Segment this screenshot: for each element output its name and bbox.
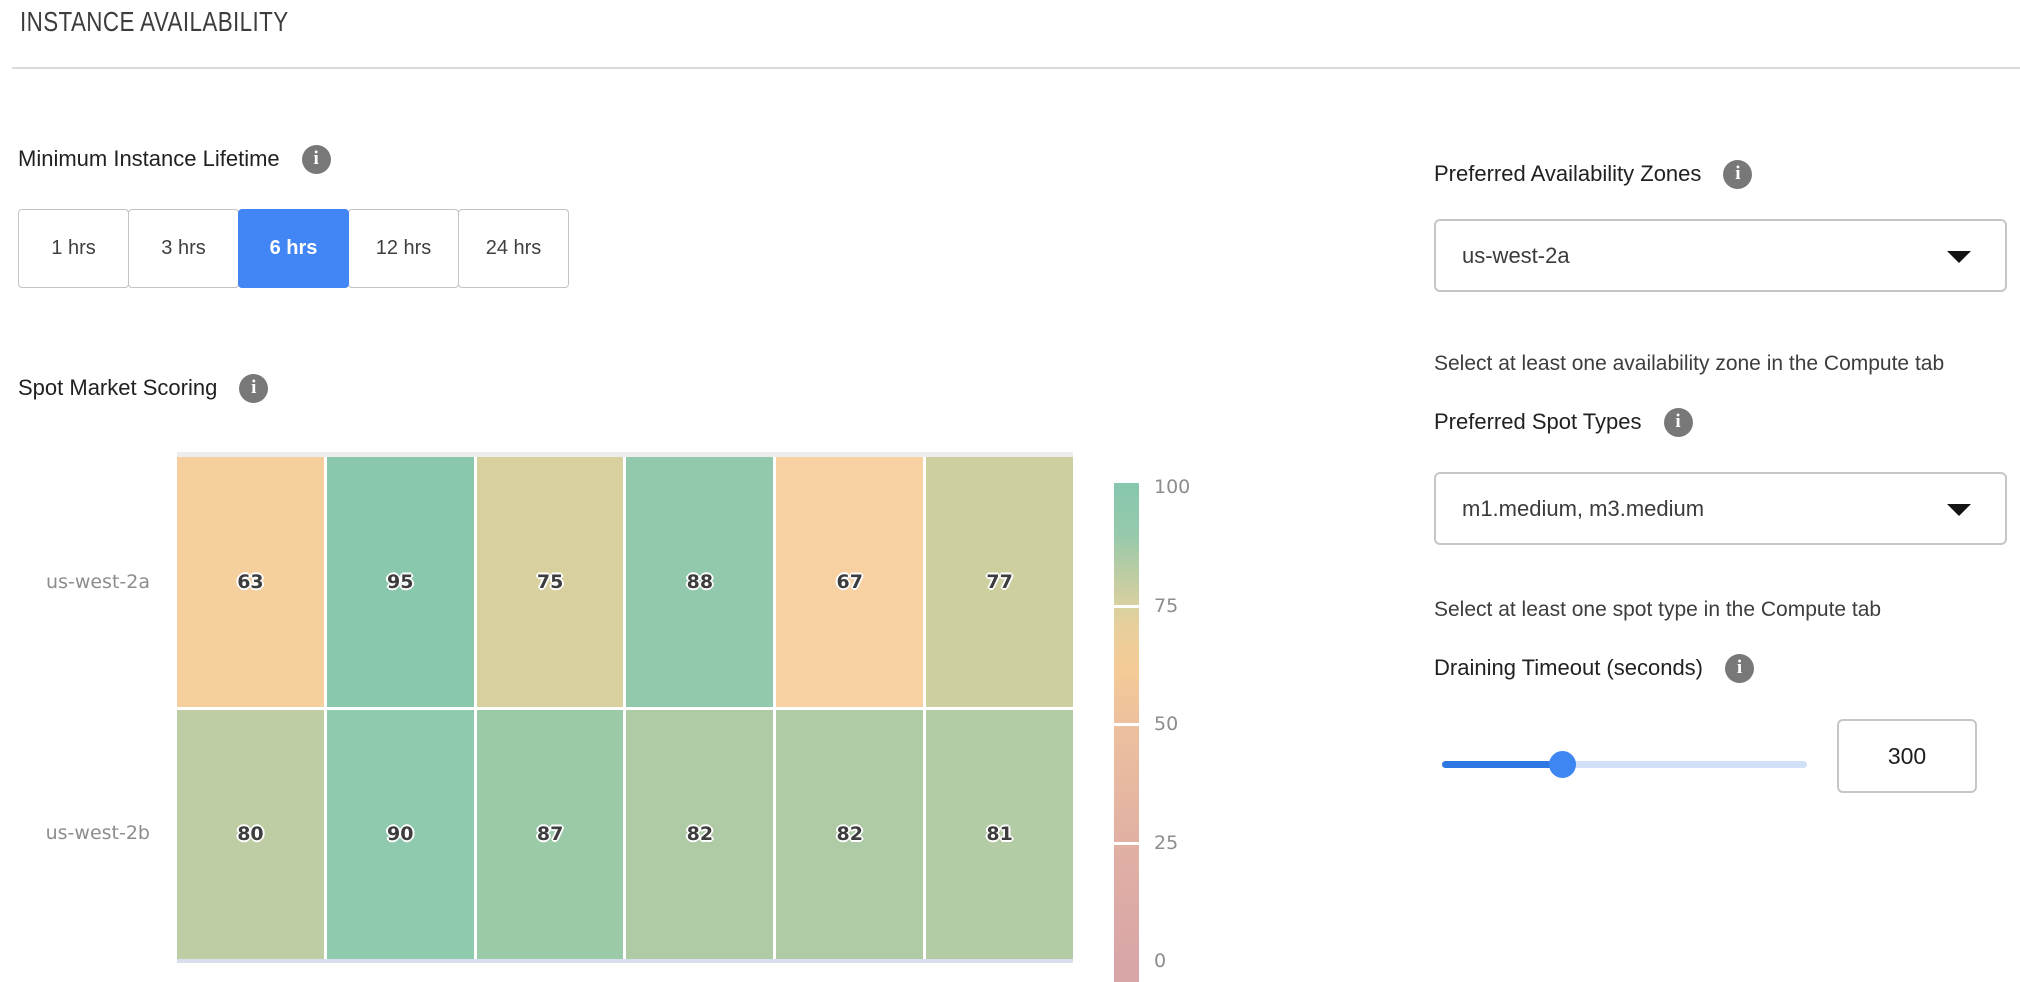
spot-market-scoring-label-row: Spot Market Scoring i (18, 371, 269, 405)
info-icon[interactable]: i (301, 144, 331, 174)
heatmap-cell: 87 (476, 709, 624, 959)
preferred-spot-types-label: Preferred Spot Types (1434, 409, 1642, 434)
heatmap-cell: 82 (626, 709, 774, 959)
draining-timeout-label-row: Draining Timeout (seconds) i (1434, 651, 1755, 685)
colorbar-segment-gap (1114, 604, 1139, 608)
header-divider (12, 67, 2020, 69)
lifetime-option-6-hrs[interactable]: 6 hrs (238, 209, 349, 288)
draining-timeout-slider-track[interactable] (1442, 761, 1807, 768)
draining-timeout-input[interactable] (1837, 719, 1977, 793)
draining-timeout-label: Draining Timeout (seconds) (1434, 655, 1704, 680)
minimum-instance-lifetime-label-row: Minimum Instance Lifetime i (18, 142, 331, 176)
info-icon[interactable]: i (1723, 159, 1753, 189)
info-icon[interactable]: i (1663, 407, 1693, 437)
lifetime-button-group: 1 hrs 3 hrs 6 hrs 12 hrs 24 hrs (18, 209, 569, 288)
heatmap-cell: 63 (177, 457, 324, 707)
availability-zones-dropdown[interactable]: us-west-2a (1434, 219, 2007, 292)
heatmap-cell: 82 (776, 709, 924, 959)
colorbar-tick: 25 (1154, 831, 1179, 854)
lifetime-option-12-hrs[interactable]: 12 hrs (348, 209, 459, 288)
colorbar-tick: 50 (1154, 713, 1179, 735)
heatmap-cell: 88 (626, 457, 774, 707)
spot-types-dropdown-value: m1.medium, m3.medium (1462, 495, 1705, 521)
info-icon[interactable]: i (1725, 653, 1755, 683)
spot-types-dropdown[interactable]: m1.medium, m3.medium (1434, 472, 2007, 545)
lifetime-option-1-hrs[interactable]: 1 hrs (18, 209, 129, 288)
preferred-spot-types-label-row: Preferred Spot Types i (1434, 405, 1693, 439)
info-icon[interactable]: i (239, 373, 269, 403)
draining-timeout-slider-fill (1442, 761, 1562, 768)
spot-market-scoring-label: Spot Market Scoring (18, 375, 218, 400)
colorbar-tick: 75 (1154, 594, 1179, 617)
chevron-down-icon (1947, 250, 1971, 263)
heatmap-cell: 90 (326, 709, 474, 959)
heatmap-cell: 80 (177, 709, 324, 959)
preferred-availability-zones-label-row: Preferred Availability Zones i (1434, 157, 1753, 191)
colorbar-segment-gap (1114, 841, 1139, 845)
availability-zones-helper-text: Select at least one availability zone in… (1434, 352, 1945, 375)
preferred-availability-zones-label: Preferred Availability Zones (1434, 161, 1702, 186)
heatmap-row-label: us-west-2b (45, 822, 150, 844)
chevron-down-icon (1947, 503, 1971, 516)
heatmap-cell: 67 (776, 457, 924, 707)
spot-types-helper-text: Select at least one spot type in the Com… (1434, 598, 1882, 621)
heatmap-cell: 77 (926, 457, 1073, 707)
heatmap-cell: 75 (476, 457, 624, 707)
heatmap-colorbar (1114, 483, 1139, 982)
heatmap-cell: 95 (326, 457, 474, 707)
draining-timeout-slider-thumb[interactable] (1549, 751, 1577, 778)
colorbar-segment-gap (1114, 723, 1139, 726)
heatmap-bottom-axis-strip (177, 959, 1073, 963)
minimum-instance-lifetime-label: Minimum Instance Lifetime (18, 146, 280, 171)
lifetime-option-24-hrs[interactable]: 24 hrs (458, 209, 569, 288)
heatmap-row-label: us-west-2a (46, 571, 150, 593)
spot-market-heatmap: 63 95 75 88 67 77 80 90 87 82 82 81 (177, 457, 1073, 959)
heatmap-top-axis-strip (177, 452, 1073, 457)
page-title: INSTANCE AVAILABILITY (20, 6, 289, 37)
availability-zones-dropdown-value: us-west-2a (1462, 242, 1570, 268)
colorbar-tick: 100 (1154, 476, 1191, 498)
colorbar-tick: 0 (1154, 950, 1167, 972)
lifetime-option-3-hrs[interactable]: 3 hrs (128, 209, 239, 288)
heatmap-cell: 81 (926, 709, 1073, 959)
